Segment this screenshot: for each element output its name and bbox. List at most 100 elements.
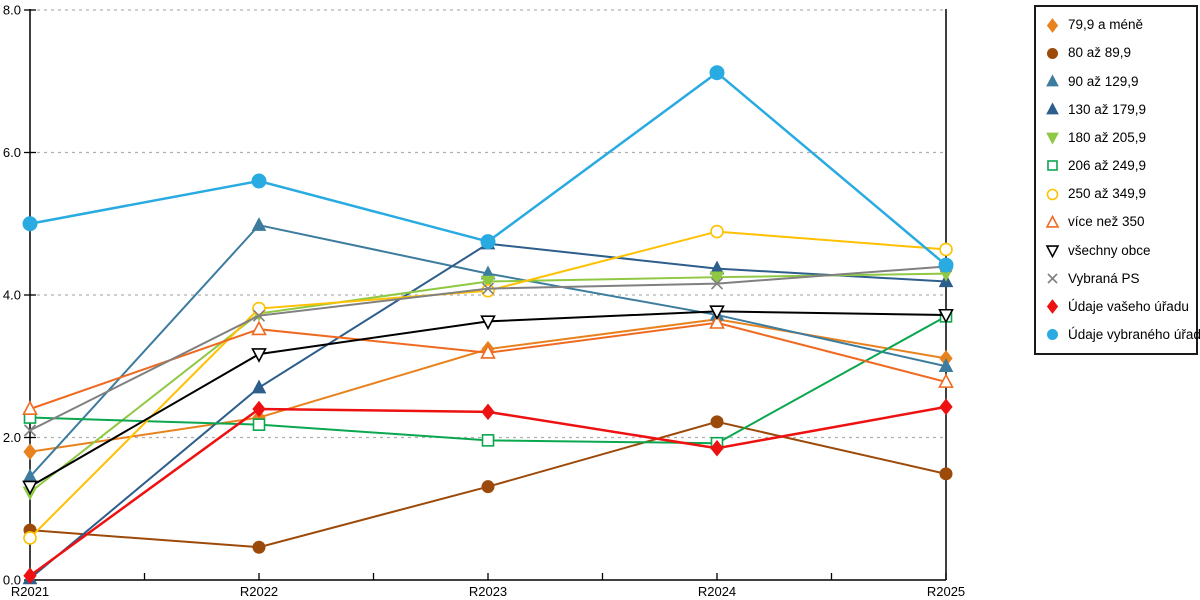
legend-item-2: 90 až 129,9	[1045, 74, 1192, 89]
data-point-marker	[251, 379, 267, 394]
legend-item-7: více než 350	[1045, 214, 1192, 230]
data-point-marker	[23, 531, 37, 545]
legend-item-11: Údaje vybraného úřadu	[1045, 327, 1200, 342]
chart-legend: 79,9 a méně 80 až 89,9 90 až 129,9 130 až 1…	[1034, 5, 1200, 355]
legend-item-8: všechny obce	[1045, 243, 1192, 258]
data-point-marker	[1046, 188, 1059, 200]
legend-label: Údaje vybraného úřadu	[1068, 327, 1200, 343]
data-point-marker	[709, 314, 725, 329]
x-tick-label: R2023	[469, 584, 507, 599]
data-point-marker	[939, 398, 953, 416]
data-point-marker	[481, 282, 495, 295]
y-tick-label: 4.0	[3, 288, 21, 303]
legend-marker-triangle-up-icon	[1045, 214, 1060, 228]
legend-marker-triangle-down-icon	[1045, 245, 1060, 258]
legend-marker-triangle-up-icon	[1046, 74, 1059, 87]
legend-marker-circle-icon	[1047, 47, 1058, 59]
series-7	[22, 314, 954, 415]
data-point-marker	[939, 467, 953, 481]
data-point-marker	[251, 173, 267, 189]
data-point-marker	[1047, 47, 1058, 59]
data-point-marker	[481, 434, 495, 447]
data-point-marker	[1045, 214, 1060, 228]
data-point-marker	[252, 418, 266, 431]
legend-label: 80 až 89,9	[1068, 45, 1132, 61]
x-tick-label: R2021	[11, 584, 49, 599]
data-point-marker	[481, 480, 495, 494]
x-tick-label: R2025	[927, 584, 965, 599]
series-line	[29, 272, 947, 494]
data-point-marker	[710, 439, 724, 457]
legend-marker-square-icon	[1047, 160, 1058, 172]
data-point-marker	[1046, 17, 1059, 33]
legend-item-6: 250 až 349,9	[1045, 187, 1192, 202]
data-point-marker	[1046, 74, 1059, 87]
series-5	[23, 310, 953, 450]
legend-label: 250 až 349,9	[1068, 186, 1147, 202]
data-point-marker	[1046, 299, 1059, 314]
data-point-marker	[251, 348, 267, 363]
data-point-marker	[251, 217, 267, 231]
data-point-marker	[23, 443, 37, 461]
data-point-marker	[252, 309, 266, 322]
legend-marker-diamond-icon	[1046, 17, 1059, 33]
data-point-marker	[480, 275, 496, 290]
data-point-marker	[709, 65, 725, 81]
series-10	[23, 398, 953, 585]
legend-marker-circle-icon	[1047, 329, 1058, 341]
data-point-marker	[709, 305, 725, 321]
data-point-marker	[939, 242, 953, 257]
data-point-marker	[1047, 329, 1058, 341]
data-point-marker	[710, 224, 724, 239]
data-point-marker	[22, 400, 38, 415]
legend-label: 180 až 205,9	[1068, 129, 1147, 145]
data-point-marker	[938, 373, 954, 388]
data-point-marker	[252, 400, 266, 418]
data-point-marker	[22, 480, 38, 496]
y-tick-label: 0.0	[3, 573, 21, 588]
data-point-marker	[1047, 160, 1058, 172]
data-point-marker	[938, 358, 954, 372]
data-point-marker	[23, 567, 37, 585]
legend-label: Údaje vašeho úřadu	[1068, 298, 1189, 314]
legend-marker-triangle-down-icon	[1046, 132, 1059, 145]
series-9	[23, 260, 953, 437]
legend-item-5: 206 až 249,9	[1045, 158, 1192, 173]
series-11	[22, 65, 954, 273]
data-point-marker	[1045, 245, 1060, 258]
legend-label: více než 350	[1068, 214, 1145, 230]
data-point-marker	[480, 315, 496, 331]
data-point-marker	[938, 308, 954, 324]
legend-label: 206 až 249,9	[1068, 158, 1147, 174]
data-point-marker	[480, 234, 496, 250]
legend-item-9: Vybraná PS	[1045, 271, 1192, 286]
legend-label: 79,9 a méně	[1068, 17, 1144, 33]
legend-item-0: 79,9 a méně	[1045, 17, 1192, 33]
data-point-marker	[481, 283, 495, 298]
y-tick-label: 6.0	[3, 145, 21, 160]
data-point-marker	[1047, 273, 1058, 284]
data-point-marker	[1046, 132, 1059, 145]
data-point-marker	[252, 301, 266, 316]
y-tick-label: 8.0	[3, 3, 21, 18]
x-tick-label: R2022	[240, 584, 278, 599]
data-point-marker	[22, 216, 38, 232]
data-point-marker	[481, 403, 495, 421]
legend-marker-diamond-icon	[1046, 299, 1059, 314]
legend-label: Vybraná PS	[1068, 270, 1140, 286]
data-point-marker	[251, 320, 267, 336]
legend-label: 130 až 179,9	[1068, 101, 1147, 117]
y-tick-label: 2.0	[3, 430, 21, 445]
data-point-marker	[480, 344, 496, 359]
legend-marker-circle-icon	[1046, 188, 1059, 200]
data-point-marker	[938, 257, 954, 273]
data-point-marker	[1046, 102, 1059, 115]
legend-item-4: 180 až 205,9	[1045, 130, 1192, 145]
data-point-marker	[710, 415, 724, 429]
legend-item-10: Údaje vašeho úřadu	[1045, 299, 1192, 314]
data-point-marker	[23, 424, 37, 437]
legend-label: 90 až 129,9	[1068, 73, 1139, 89]
legend-item-3: 130 až 179,9	[1045, 102, 1192, 117]
legend-item-1: 80 až 89,9	[1045, 46, 1192, 61]
